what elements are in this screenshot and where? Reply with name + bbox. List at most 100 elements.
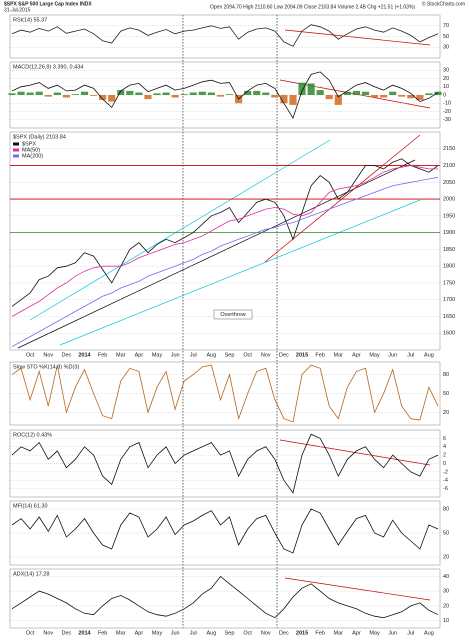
histogram-bar <box>380 95 388 98</box>
y-tick-label: 20 <box>443 554 449 560</box>
x-tick-label: Mar <box>116 630 126 636</box>
legend-swatch <box>13 148 19 152</box>
divergence <box>284 29 431 46</box>
x-tick-label: Jun <box>171 630 180 636</box>
panel-title: RSI(14) 55.37 <box>13 17 47 23</box>
histogram-bar <box>53 92 61 95</box>
x-tick-label: Apr <box>352 630 361 636</box>
y-tick-label: 0 <box>443 461 446 467</box>
series-line <box>11 575 439 619</box>
histogram-bar <box>352 90 361 95</box>
annotation-box <box>213 309 253 320</box>
histogram-bar <box>71 94 80 95</box>
y-tick-label: -6 <box>443 486 448 492</box>
x-tick-label: Oct <box>26 630 35 636</box>
x-tick-label: Apr <box>135 352 144 358</box>
histogram-bar <box>271 95 279 98</box>
histogram-bar <box>434 91 442 95</box>
x-tick-label: May <box>152 352 163 358</box>
series-line <box>11 24 439 47</box>
y-tick-label: 40 <box>443 574 449 580</box>
x-tick-label: May <box>369 352 380 358</box>
y-tick-label: 10 <box>443 618 449 624</box>
x-tick-label: Jul <box>190 630 197 636</box>
x-tick-label: Feb <box>98 352 107 358</box>
y-tick-label: 1950 <box>443 213 455 219</box>
series-line <box>11 176 439 347</box>
histogram-bar <box>144 95 152 100</box>
divergence <box>284 577 431 601</box>
x-tick-label: Dec <box>279 630 289 636</box>
x-tick-label: Dec <box>61 630 71 636</box>
x-tick-label: Mar <box>334 630 344 636</box>
y-tick-label: 80 <box>443 372 449 378</box>
y-tick-label: 2 <box>443 453 446 459</box>
y-tick-label: 6 <box>443 436 446 442</box>
histogram-bar <box>244 90 252 95</box>
trendline <box>17 159 416 349</box>
panel-frame <box>9 568 441 629</box>
y-tick-label: 10 <box>443 84 449 90</box>
histogram-bar <box>307 83 315 95</box>
histogram-bar <box>189 92 197 95</box>
histogram-bar <box>416 95 424 100</box>
histogram-bar <box>180 94 188 95</box>
x-tick-label: Dec <box>61 352 71 358</box>
x-tick-label: Apr <box>135 630 144 636</box>
x-tick-label: Aug <box>207 352 217 358</box>
x-tick-label: Oct <box>243 630 252 636</box>
x-tick-label: May <box>152 630 163 636</box>
series-line <box>11 508 439 554</box>
y-tick-label: 50 <box>443 391 449 397</box>
x-tick-label: Feb <box>315 352 324 358</box>
legend-swatch <box>13 142 19 146</box>
y-tick-label: 20 <box>443 410 449 416</box>
x-tick-label: Aug <box>207 630 217 636</box>
legend-label: MA(200) <box>22 153 43 159</box>
panel-title: MACD(12,26,9) 3.390, 0.434 <box>13 64 83 70</box>
x-tick-label: 2014 <box>78 630 91 636</box>
y-tick-label: 2150 <box>443 146 455 152</box>
x-tick-label: Feb <box>315 630 324 636</box>
y-tick-label: -10 <box>443 101 451 107</box>
panel-title: $SPX (Daily) 2103.84 <box>13 134 66 140</box>
x-tick-label: Aug <box>424 352 434 358</box>
legend-label: $SPX <box>22 141 36 147</box>
x-tick-label: Oct <box>243 352 252 358</box>
y-tick-label: 50 <box>443 530 449 536</box>
x-tick-label: Jul <box>407 630 414 636</box>
histogram-bar <box>207 92 215 95</box>
y-tick-label: 30 <box>443 589 449 595</box>
series-line <box>11 433 439 494</box>
header-title: $SPX S&P 500 Large Cap Index INDX <box>4 1 92 7</box>
x-tick-label: Sep <box>225 630 235 636</box>
y-tick-label: 4 <box>443 444 446 450</box>
histogram-bar <box>26 92 34 95</box>
x-tick-label: Nov <box>43 630 53 636</box>
histogram-bar <box>398 95 406 97</box>
panel-frame <box>9 131 441 351</box>
x-tick-label: Dec <box>279 352 289 358</box>
y-tick-label: -30 <box>443 117 451 123</box>
y-tick-label: 1750 <box>443 280 455 286</box>
histogram-bar <box>89 95 98 96</box>
y-tick-label: 70 <box>443 23 449 29</box>
histogram-bar <box>253 90 261 95</box>
histogram-bar <box>425 93 433 95</box>
wedge <box>264 134 421 263</box>
panel-title: ADX(14) 17.28 <box>13 571 49 577</box>
y-tick-label: 1650 <box>443 314 455 320</box>
y-tick-label: -4 <box>443 478 448 484</box>
panel-title: Slow STO %K(14,3) %D(3) <box>13 364 79 370</box>
x-tick-label: Jun <box>388 352 397 358</box>
x-tick-label: Apr <box>352 352 361 358</box>
y-tick-label: 80 <box>443 506 449 512</box>
x-tick-label: Feb <box>98 630 107 636</box>
y-tick-label: -2 <box>443 469 448 475</box>
x-tick-label: Jun <box>388 630 397 636</box>
x-tick-label: May <box>369 630 380 636</box>
panel-title: MFI(14) 61.30 <box>13 503 48 509</box>
histogram-bar <box>62 95 70 98</box>
histogram-bar <box>325 95 333 100</box>
y-tick-label: 1850 <box>443 247 455 253</box>
